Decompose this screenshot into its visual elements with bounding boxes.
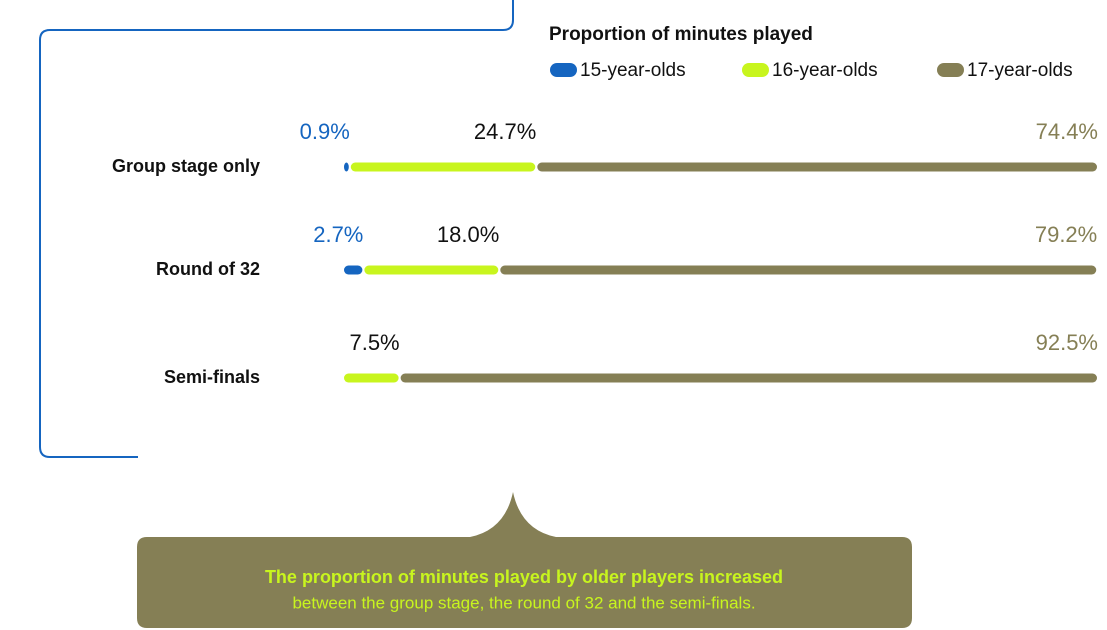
value-label: 24.7% <box>474 119 536 144</box>
bar-segment <box>344 162 349 172</box>
bracket <box>39 0 514 458</box>
callout-box <box>137 492 912 628</box>
legend-swatch <box>550 63 577 77</box>
legend-label: 16-year-olds <box>772 60 878 81</box>
value-label: 92.5% <box>1036 330 1098 355</box>
legend-label: 17-year-olds <box>967 60 1073 81</box>
legend-title: Proportion of minutes played <box>549 24 813 45</box>
legend-label: 15-year-olds <box>580 60 686 81</box>
value-label: 74.4% <box>1036 119 1098 144</box>
value-label: 18.0% <box>437 222 499 247</box>
value-label: 79.2% <box>1035 222 1097 247</box>
bar-segment <box>400 373 1097 383</box>
value-label: 7.5% <box>349 330 399 355</box>
category-label: Round of 32 <box>156 259 260 279</box>
bar-segment <box>500 265 1097 275</box>
legend-swatch <box>742 63 769 77</box>
bar-segment <box>364 265 499 275</box>
legend-swatch <box>937 63 964 77</box>
bar-segment <box>344 265 363 275</box>
value-label: 2.7% <box>313 222 363 247</box>
category-label: Group stage only <box>112 156 260 176</box>
bar-segment <box>537 162 1097 172</box>
value-label: 0.9% <box>300 119 350 144</box>
bar-segment <box>350 162 536 172</box>
callout-text: between the group stage, the round of 32… <box>292 593 755 612</box>
category-label: Semi-finals <box>164 367 260 387</box>
callout-headline: The proportion of minutes played by olde… <box>265 567 783 587</box>
bar-segment <box>344 373 399 383</box>
